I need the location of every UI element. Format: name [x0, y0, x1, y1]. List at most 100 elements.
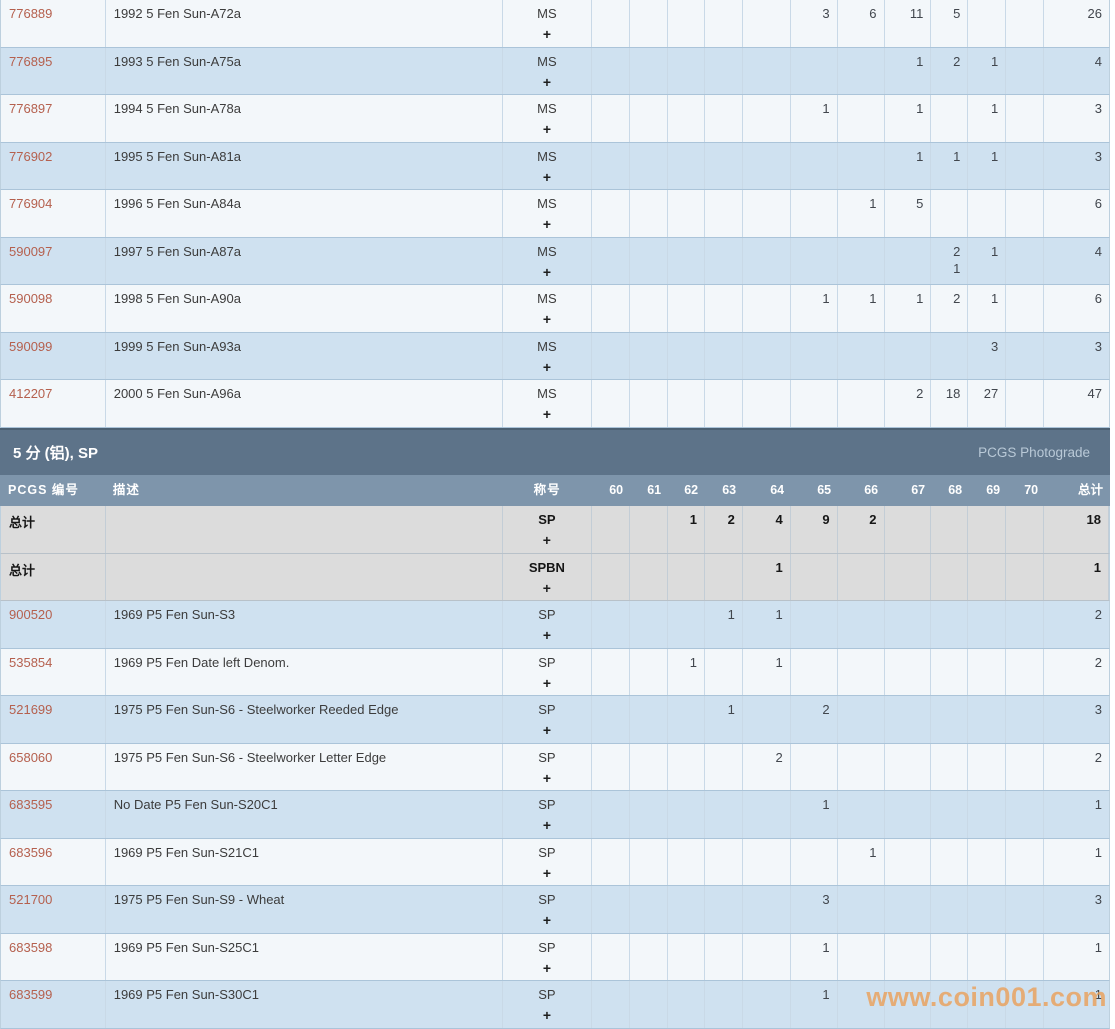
- pcgs-number-cell: 412207: [1, 380, 106, 427]
- table-row: 590098 1998 5 Fen Sun-A90a MS +1 1 1 2 1 6: [0, 285, 1110, 333]
- grade-count-cell: [1006, 696, 1045, 743]
- grade-count: [592, 655, 622, 670]
- grade-count: [885, 845, 924, 860]
- grade-count: [1006, 54, 1036, 69]
- grade-count-cell: 9: [791, 506, 838, 553]
- grade-count-cell: [743, 285, 791, 332]
- pcgs-photograde-link[interactable]: PCGS Photograde: [978, 444, 1090, 460]
- grade-count: [931, 892, 960, 907]
- grade-count-cell: [791, 601, 838, 648]
- pcgs-number-link[interactable]: 683599: [9, 987, 53, 1002]
- pcgs-number-link[interactable]: 683598: [9, 939, 53, 955]
- table-row: 590099 1999 5 Fen Sun-A93a MS +3 3: [0, 332, 1110, 380]
- table-row: 521700 1975 P5 Fen Sun-S9 - Wheat SP +3 3: [0, 886, 1110, 934]
- total-count: 18: [1044, 506, 1109, 553]
- grade-count-cell: [630, 791, 669, 838]
- pcgs-number-cell: 590098: [1, 285, 106, 332]
- grade-count: [630, 101, 660, 116]
- grade-count: [630, 339, 660, 354]
- grade-count: [668, 987, 697, 1002]
- table-row: 535854 1969 P5 Fen Date left Denom. SP +1 1 2: [0, 648, 1110, 696]
- grade-count: [885, 560, 924, 575]
- grade-count-cell: 1: [885, 142, 932, 189]
- grade-count: [838, 54, 877, 69]
- grade-count-cell: [592, 743, 631, 790]
- grade-count-cell: [592, 933, 631, 980]
- designation-cell: SP +: [503, 601, 593, 648]
- grade-count-cell: [1006, 648, 1045, 695]
- grade-count-cell: 1: [838, 285, 885, 332]
- grade-count-cell: [743, 981, 791, 1028]
- grade-count: [885, 987, 924, 1002]
- total-count: 3: [1094, 101, 1102, 116]
- grade-count-cell: 1: [668, 506, 705, 553]
- grade-count: [743, 845, 783, 860]
- pcgs-number-link[interactable]: 683596: [9, 844, 53, 860]
- pcgs-number-link[interactable]: 776897: [9, 101, 53, 116]
- pcgs-number-link[interactable]: 521699: [9, 702, 53, 717]
- pcgs-number-link[interactable]: 900520: [9, 607, 53, 622]
- grade-count-cell: [630, 838, 669, 885]
- designation-label: MS: [537, 53, 557, 69]
- plus-designation: +: [542, 722, 551, 738]
- grade-count-cell: [592, 190, 631, 237]
- grade-count-cell: [668, 553, 705, 600]
- grade-count-cell: [630, 332, 669, 379]
- pcgs-number-link[interactable]: 590099: [9, 338, 53, 354]
- coin-description: 1996 5 Fen Sun-A84a: [106, 190, 503, 237]
- grade-count-cell: [838, 95, 885, 142]
- pcgs-number-link[interactable]: 776904: [9, 196, 53, 211]
- grade-count-cell: 4: [743, 506, 791, 553]
- grade-count: [931, 512, 960, 527]
- pcgs-number-link[interactable]: 412207: [9, 386, 53, 401]
- grade-count-cell: [791, 648, 838, 695]
- pcgs-number-link[interactable]: 776889: [9, 6, 53, 21]
- grade-count-cell: [668, 743, 705, 790]
- grade-count: 1: [990, 291, 999, 306]
- designation-cell: SP +: [503, 648, 593, 695]
- grade-count-cell: [838, 332, 885, 379]
- pcgs-number-cell: 776895: [1, 47, 106, 94]
- grade-count: [968, 892, 998, 907]
- grade-count: 1: [916, 53, 924, 69]
- grade-count-cell: [592, 380, 631, 427]
- column-header-grade-66: 66: [864, 483, 879, 497]
- grade-count: [968, 6, 998, 21]
- grade-count: [968, 560, 998, 575]
- grade-count-cell: [931, 838, 969, 885]
- pcgs-number-link[interactable]: 521700: [9, 892, 53, 907]
- pcgs-number-link[interactable]: 590097: [9, 243, 53, 259]
- plus-designation: +: [542, 912, 551, 928]
- section-header-5fen-al-sp: 5 分 (铝), SP PCGS Photograde: [0, 427, 1110, 475]
- pcgs-number-link[interactable]: 776895: [9, 53, 53, 69]
- grade-count-cell: [705, 95, 743, 142]
- pcgs-number-link[interactable]: 535854: [9, 654, 53, 670]
- grade-count-cell: [743, 95, 791, 142]
- pcgs-number-link[interactable]: 776902: [9, 148, 53, 164]
- pcgs-number-cell: 776889: [1, 0, 106, 47]
- grade-count: [630, 149, 660, 164]
- grade-count-cell: [1006, 0, 1045, 47]
- grade-count: [668, 101, 697, 116]
- grade-count-cell: [630, 0, 669, 47]
- designation-cell: SPBN +: [503, 553, 593, 600]
- grade-count-cell: [592, 981, 631, 1028]
- pcgs-number-cell: 683595: [1, 791, 106, 838]
- designation-label: SP: [538, 892, 556, 907]
- grade-count-cell: [705, 791, 743, 838]
- grade-count: 1: [990, 53, 999, 69]
- grade-count-cell: [668, 696, 705, 743]
- grade-count: 2: [775, 749, 783, 765]
- grade-count-cell: [931, 332, 969, 379]
- pcgs-number-link[interactable]: 658060: [9, 749, 53, 765]
- column-header-grade-62: 62: [684, 483, 699, 497]
- grade-count: [630, 987, 660, 1002]
- grade-count-cell: [592, 696, 631, 743]
- grade-count: [592, 386, 622, 401]
- pcgs-number-link[interactable]: 590098: [9, 291, 53, 306]
- grade-count-cell: [705, 285, 743, 332]
- grade-count: [668, 149, 697, 164]
- grade-count-cell: [885, 648, 932, 695]
- pcgs-number-link[interactable]: 683595: [9, 797, 53, 812]
- grade-count: 1: [822, 101, 830, 116]
